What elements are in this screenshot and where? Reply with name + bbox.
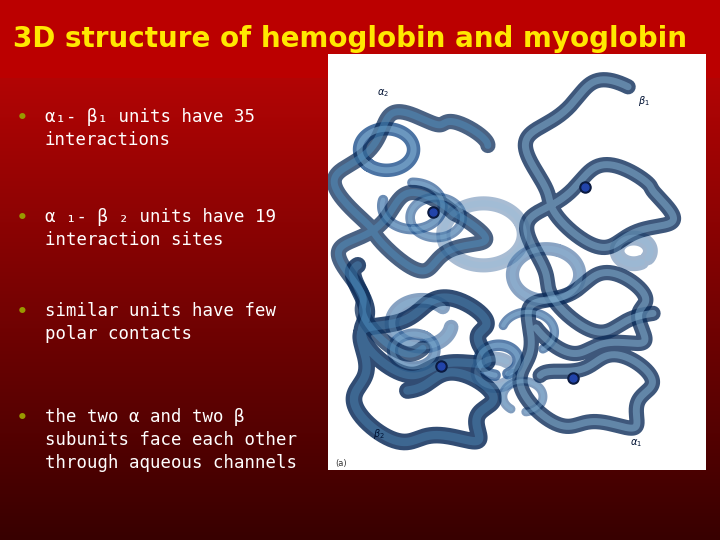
Text: α ₁- β ₂ units have 19
interaction sites: α ₁- β ₂ units have 19 interaction sites — [45, 208, 276, 249]
Text: •: • — [16, 302, 29, 322]
Text: α₁- β₁ units have 35
interactions: α₁- β₁ units have 35 interactions — [45, 108, 255, 149]
Text: •: • — [16, 408, 29, 428]
Text: similar units have few
polar contacts: similar units have few polar contacts — [45, 302, 276, 343]
Text: $\alpha_2$: $\alpha_2$ — [377, 87, 389, 99]
Bar — [0, 0, 720, 78]
Text: (a): (a) — [336, 458, 347, 468]
Text: •: • — [16, 208, 29, 228]
Text: $\alpha_1$: $\alpha_1$ — [630, 437, 642, 449]
Text: the two α and two β
subunits face each other
through aqueous channels: the two α and two β subunits face each o… — [45, 408, 297, 471]
Text: $\beta_1$: $\beta_1$ — [638, 94, 649, 108]
Bar — [328, 54, 706, 470]
Text: $\beta_2$: $\beta_2$ — [373, 427, 384, 441]
Text: •: • — [16, 108, 29, 128]
Text: 3D structure of hemoglobin and myoglobin: 3D structure of hemoglobin and myoglobin — [13, 25, 687, 53]
